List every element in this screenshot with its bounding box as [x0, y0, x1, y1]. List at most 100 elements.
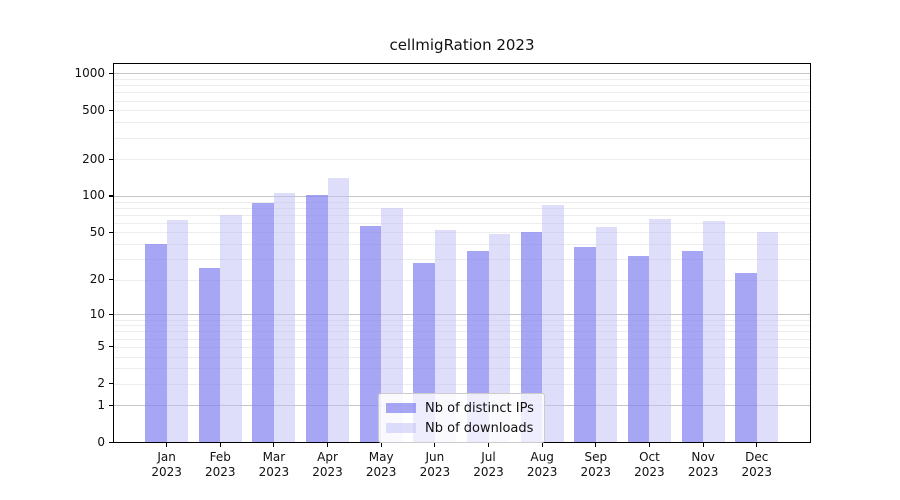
x-tick-label-mar-2023: Mar 2023 — [258, 449, 290, 480]
bars-layer — [113, 63, 811, 443]
gridline-minor-3 — [113, 368, 811, 370]
y-tick-label-10: 10 — [89, 306, 105, 321]
y-tick-label-5: 5 — [97, 339, 105, 354]
y-tick-mark-1 — [109, 404, 113, 407]
bar-nb-of-downloads-dec-2023 — [756, 232, 779, 443]
gridline-minor-50 — [113, 232, 811, 234]
gridline-minor-6 — [113, 338, 811, 340]
y-tick-label-1: 1 — [97, 397, 105, 412]
bar-nb-of-distinct-ips-dec-2023 — [735, 272, 757, 443]
bar-nb-of-downloads-aug-2023 — [542, 204, 564, 443]
y-tick-mark-200 — [109, 158, 113, 160]
x-tick-label-sep-2023: Sep 2023 — [580, 449, 612, 480]
gridline-minor-700 — [113, 92, 811, 94]
bar-nb-of-downloads-apr-2023 — [327, 178, 350, 443]
bar-nb-of-downloads-mar-2023 — [273, 193, 296, 443]
gridline-minor-60 — [113, 222, 811, 224]
x-tick-label-jun-2023: Jun 2023 — [419, 449, 451, 480]
legend-swatch-downloads — [386, 423, 416, 433]
legend: Nb of distinct IPs Nb of downloads — [378, 393, 545, 443]
y-tick-mark-1000 — [109, 72, 113, 75]
bar-nb-of-distinct-ips-oct-2023 — [627, 255, 650, 443]
gridline-minor-200 — [113, 159, 811, 161]
x-tick-mark-oct-2023 — [648, 442, 651, 447]
x-tick-mark-aug-2023 — [541, 442, 543, 447]
bar-nb-of-downloads-jan-2023 — [166, 220, 189, 443]
x-tick-label-may-2023: May 2023 — [365, 449, 397, 480]
bar-nb-of-distinct-ips-nov-2023 — [681, 251, 704, 443]
y-tick-label-0: 0 — [97, 435, 105, 449]
gridline-minor-8 — [113, 325, 811, 327]
gridline-minor-500 — [113, 110, 811, 112]
legend-row-distinct-ips: Nb of distinct IPs — [386, 398, 534, 418]
x-tick-mark-mar-2023 — [273, 442, 275, 447]
y-tick-label-50: 50 — [89, 224, 105, 239]
gridline-minor-90 — [113, 201, 811, 203]
y-tick-mark-5 — [109, 346, 113, 348]
y-tick-label-2: 2 — [97, 376, 105, 391]
bar-nb-of-distinct-ips-mar-2023 — [252, 202, 274, 443]
gridlines-layer — [113, 63, 811, 443]
x-tick-mark-jun-2023 — [434, 442, 436, 447]
gridline-minor-2 — [113, 383, 811, 385]
bar-nb-of-distinct-ips-jan-2023 — [145, 244, 167, 443]
x-tick-label-oct-2023: Oct 2023 — [634, 449, 665, 480]
x-tick-mark-feb-2023 — [219, 442, 221, 447]
y-tick-label-1000: 1000 — [74, 65, 105, 80]
gridline-major-1000 — [113, 73, 811, 75]
bar-nb-of-downloads-jun-2023 — [434, 230, 457, 443]
bar-nb-of-downloads-nov-2023 — [703, 221, 725, 443]
x-tick-mark-dec-2023 — [756, 442, 758, 447]
x-tick-mark-nov-2023 — [702, 442, 704, 447]
gridline-minor-600 — [113, 100, 811, 102]
x-tick-mark-jul-2023 — [487, 442, 490, 447]
x-tick-mark-jan-2023 — [166, 442, 168, 447]
gridline-minor-300 — [113, 137, 811, 139]
gridline-minor-400 — [113, 122, 811, 124]
x-tick-label-jan-2023: Jan 2023 — [151, 449, 182, 480]
gridline-minor-20 — [113, 279, 811, 281]
bar-nb-of-downloads-feb-2023 — [220, 214, 242, 443]
plot-area: Nb of distinct IPs Nb of downloads — [113, 63, 811, 443]
y-tick-mark-100 — [109, 195, 113, 197]
y-tick-label-20: 20 — [89, 272, 105, 287]
y-tick-mark-2 — [109, 383, 113, 385]
bar-nb-of-distinct-ips-may-2023 — [359, 225, 382, 443]
x-tick-mark-may-2023 — [380, 442, 382, 447]
y-tick-mark-20 — [109, 279, 113, 281]
legend-label-downloads: Nb of downloads — [425, 420, 534, 436]
x-tick-label-nov-2023: Nov 2023 — [687, 449, 719, 480]
legend-label-distinct-ips: Nb of distinct IPs — [425, 400, 534, 416]
legend-row-downloads: Nb of downloads — [386, 418, 534, 438]
chart-title: cellmigRation 2023 — [389, 36, 535, 54]
x-tick-label-jul-2023: Jul 2023 — [473, 449, 504, 480]
gridline-minor-7 — [113, 331, 811, 333]
x-tick-label-dec-2023: Dec 2023 — [741, 449, 773, 480]
x-tick-mark-sep-2023 — [595, 442, 597, 447]
y-tick-label-200: 200 — [82, 151, 105, 166]
x-tick-label-apr-2023: Apr 2023 — [312, 449, 343, 480]
y-tick-mark-50 — [109, 231, 113, 234]
x-tick-label-aug-2023: Aug 2023 — [526, 449, 558, 480]
bar-nb-of-downloads-sep-2023 — [595, 227, 618, 443]
gridline-minor-900 — [113, 79, 811, 81]
bar-nb-of-distinct-ips-aug-2023 — [520, 232, 543, 443]
gridline-minor-9 — [113, 319, 811, 321]
gridline-minor-4 — [113, 356, 811, 358]
gridline-minor-70 — [113, 214, 811, 216]
bar-nb-of-distinct-ips-feb-2023 — [198, 268, 221, 443]
y-tick-label-500: 500 — [82, 102, 105, 117]
gridline-minor-80 — [113, 207, 811, 209]
bar-nb-of-downloads-jul-2023 — [488, 233, 510, 443]
x-tick-label-feb-2023: Feb 2023 — [204, 449, 236, 480]
gridline-major-100 — [113, 195, 811, 197]
bar-nb-of-distinct-ips-sep-2023 — [574, 246, 596, 443]
bar-nb-of-distinct-ips-apr-2023 — [306, 195, 328, 443]
gridline-major-10 — [113, 314, 811, 316]
gridline-minor-5 — [113, 346, 811, 348]
gridline-minor-40 — [113, 244, 811, 246]
y-tick-mark-10 — [109, 313, 113, 315]
bar-nb-of-downloads-may-2023 — [381, 207, 403, 443]
y-tick-mark-500 — [109, 109, 113, 111]
